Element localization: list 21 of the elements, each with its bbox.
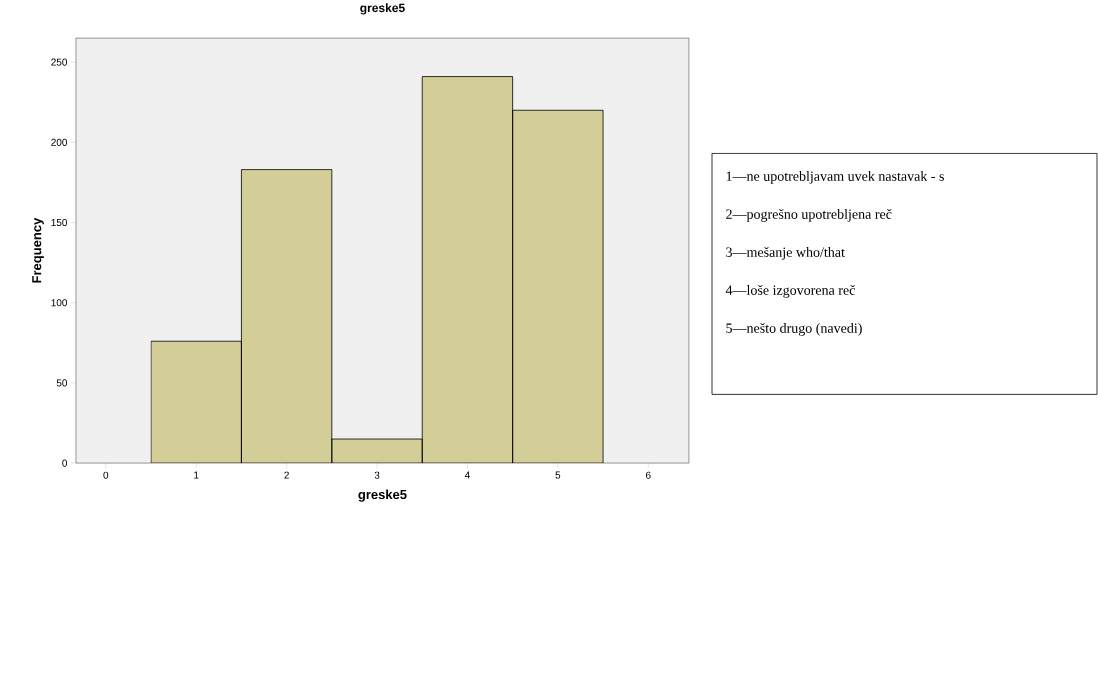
x-tick-label: 1 [194, 471, 199, 479]
text: 3—mešanje who/that [726, 246, 845, 260]
y-tick-label: 250 [51, 58, 68, 66]
x-tick-label: 3 [374, 471, 380, 479]
text: 2—pogrešno upotrebljena reč [726, 208, 892, 222]
text: 1—ne upotrebljavam uvek nastavak - s [726, 170, 944, 184]
x-tick-label: 4 [464, 471, 470, 479]
y-tick-label: 0 [62, 459, 68, 467]
y-tick-label: 150 [51, 218, 68, 226]
x-tick-label: 6 [645, 471, 651, 479]
x-tick-label: 5 [555, 471, 561, 479]
text: 5—nešto drugo (navedi) [726, 322, 862, 336]
y-tick-label: 100 [51, 298, 68, 307]
x-axis-title: greske5 [358, 489, 407, 502]
x-tick-label: 0 [103, 471, 109, 479]
y-tick-label: 200 [51, 138, 68, 146]
y-axis-title: Frequency [32, 217, 44, 283]
text: 4—loše izgovorena reč [725, 284, 855, 298]
chart-title: greske5 [360, 3, 405, 15]
x-tick-label: 2 [284, 471, 289, 479]
y-tick-label: 50 [56, 379, 68, 387]
